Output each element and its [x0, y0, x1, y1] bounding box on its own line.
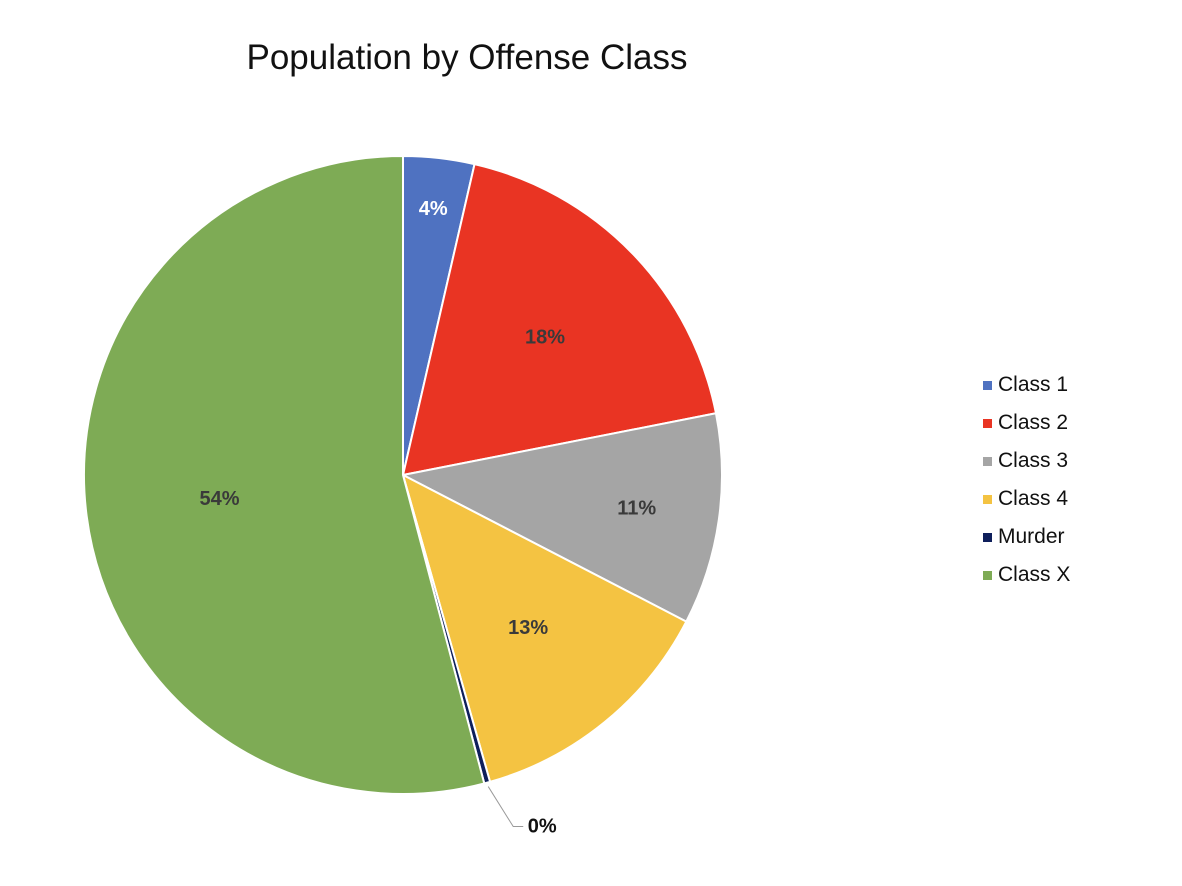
legend-item-class-1: Class 1 [983, 366, 1070, 404]
legend-swatch-class-2 [983, 418, 992, 428]
data-label-class-3: 11% [617, 497, 656, 519]
legend-swatch-murder [983, 532, 992, 542]
leader-line-murder [487, 786, 524, 828]
data-label-class-1: 4% [419, 198, 448, 220]
legend-item-class-3: Class 3 [983, 442, 1070, 480]
legend-label-class-x: Class X [998, 563, 1071, 586]
legend-swatch-class-x [983, 570, 992, 580]
legend-item-class-x: Class X [983, 556, 1070, 594]
legend-swatch-class-4 [983, 494, 992, 504]
data-label-class-2: 18% [525, 326, 565, 348]
data-label-class-x: 54% [199, 488, 239, 510]
legend-item-class-4: Class 4 [983, 480, 1070, 518]
legend: Class 1 Class 2 Class 3 Class 4 Murder Class … [983, 366, 1070, 594]
pie-slice-class-4 [402, 474, 688, 783]
pie-slice-class-3 [402, 412, 723, 623]
legend-label-class-3: Class 3 [998, 449, 1069, 472]
legend-label-class-1: Class 1 [998, 373, 1069, 396]
legend-label-murder: Murder [998, 525, 1065, 548]
pie-slice-class-x [83, 155, 486, 795]
legend-swatch-class-3 [983, 456, 992, 466]
data-label-murder: 0% [528, 816, 557, 838]
legend-label-class-2: Class 2 [998, 411, 1069, 434]
legend-item-murder: Murder [983, 518, 1070, 556]
data-label-class-4: 13% [508, 617, 548, 639]
pie-slice-class-2 [402, 163, 717, 476]
legend-label-class-4: Class 4 [998, 487, 1069, 510]
legend-swatch-class-1 [983, 380, 992, 390]
legend-item-class-2: Class 2 [983, 404, 1070, 442]
chart-title: Population by Offense Class [246, 38, 688, 77]
